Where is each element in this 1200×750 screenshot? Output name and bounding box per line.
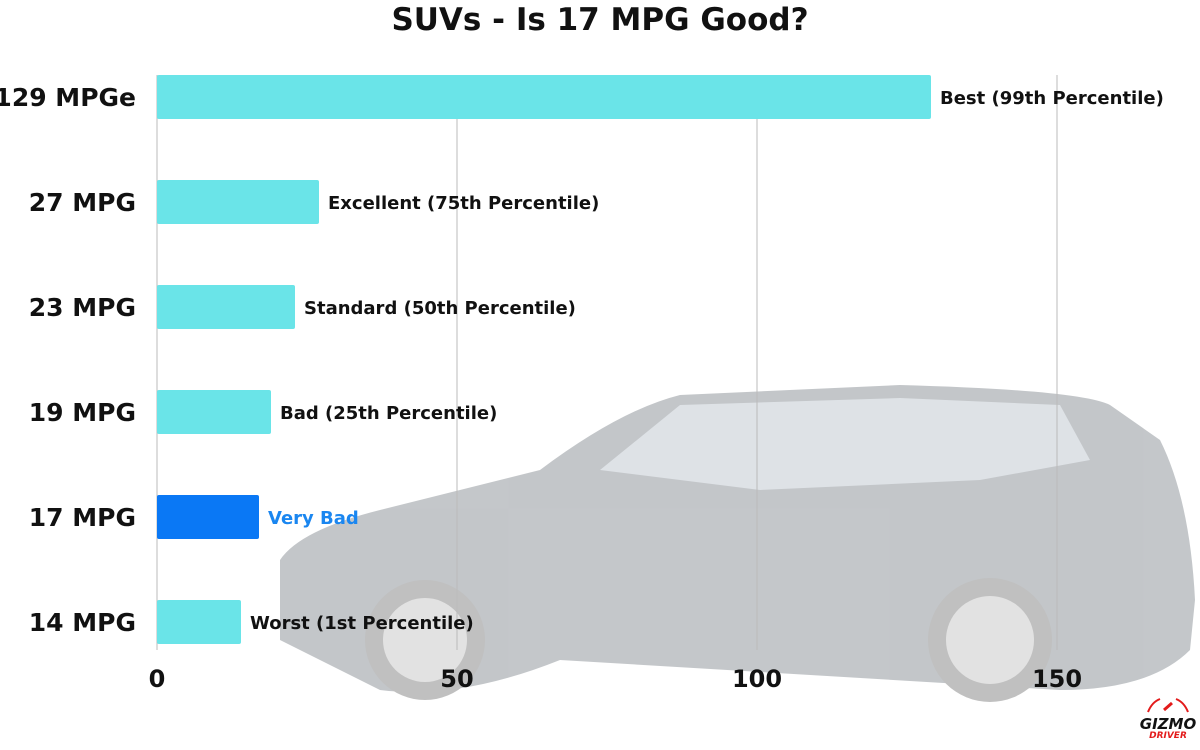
- bar-data-label: Excellent (75th Percentile): [328, 193, 599, 214]
- logo-text: GIZMO: [1139, 715, 1197, 733]
- bar: [157, 75, 931, 119]
- x-tick-label: 150: [1032, 665, 1082, 693]
- x-tick-label: 100: [732, 665, 782, 693]
- x-tick-label: 50: [440, 665, 473, 693]
- bar: [157, 600, 241, 644]
- bar-data-label: Best (99th Percentile): [940, 88, 1164, 109]
- y-category-label: 129 MPGe: [0, 83, 136, 112]
- bar: [157, 180, 319, 224]
- bar-data-label: Bad (25th Percentile): [280, 403, 497, 424]
- bar-data-label: Standard (50th Percentile): [304, 298, 576, 319]
- y-category-label: 17 MPG: [29, 503, 136, 532]
- car-background-image: [280, 385, 1195, 702]
- bar: [157, 285, 295, 329]
- bar: [157, 495, 259, 539]
- y-category-label: 23 MPG: [29, 293, 136, 322]
- bar-data-label: Worst (1st Percentile): [250, 613, 474, 634]
- speedometer-icon: [1147, 698, 1189, 713]
- y-category-label: 19 MPG: [29, 398, 136, 427]
- y-category-label: 27 MPG: [29, 188, 136, 217]
- gizmo-driver-logo: GIZMO DRIVER: [1136, 696, 1200, 741]
- chart-title: SUVs - Is 17 MPG Good?: [391, 2, 809, 38]
- x-tick-label: 0: [149, 665, 166, 693]
- logo-subtext: DRIVER: [1149, 731, 1187, 741]
- bar: [157, 390, 271, 434]
- bar-data-label: Very Bad: [268, 508, 359, 529]
- y-category-label: 14 MPG: [29, 608, 136, 637]
